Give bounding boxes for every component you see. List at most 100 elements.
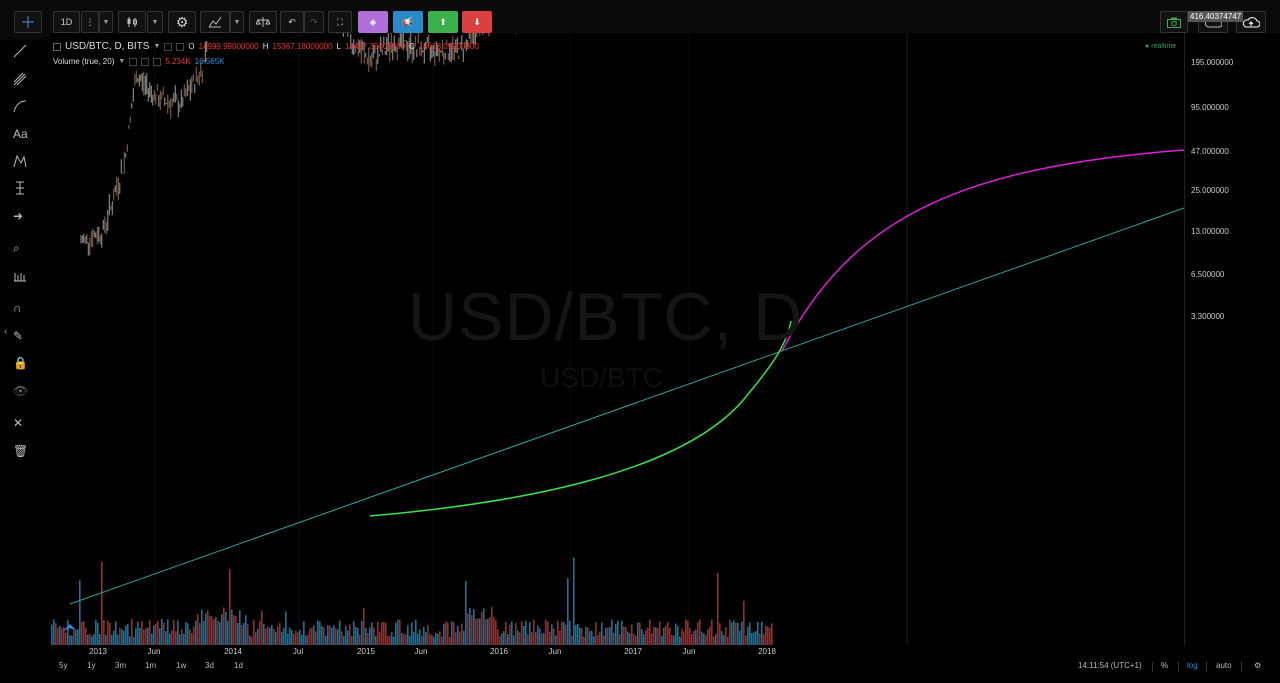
- volume-bar: [125, 625, 127, 645]
- compare-button[interactable]: [249, 11, 277, 33]
- volume-close-icon[interactable]: [153, 57, 162, 66]
- volume-eye-icon[interactable]: [129, 57, 138, 66]
- volume-bar: [765, 625, 767, 645]
- buy-button[interactable]: ⬆: [428, 11, 458, 33]
- interval-dropdown[interactable]: ▼: [99, 11, 113, 33]
- time-axis[interactable]: 2013 Jun 2014 Jul 2015 Jun 2016 Jun 2017 Jun 2018: [49, 645, 1184, 658]
- volume-bar: [603, 635, 605, 645]
- range-5y[interactable]: 5y: [59, 661, 68, 670]
- range-1w[interactable]: 1w: [176, 661, 187, 670]
- trend-line[interactable]: [69, 207, 1185, 605]
- chart-properties-icon[interactable]: ⚙: [1254, 661, 1262, 670]
- volume-bar: [403, 634, 405, 645]
- arrow-tool[interactable]: ➜: [13, 205, 41, 227]
- parabolic-curve-green[interactable]: [369, 320, 792, 517]
- cloud-save-button[interactable]: [1236, 11, 1266, 33]
- volume-bar: [589, 631, 591, 645]
- volume-bar: [687, 620, 689, 645]
- range-3m[interactable]: 3m: [115, 661, 127, 670]
- more-button[interactable]: ⋮: [81, 11, 99, 33]
- indicators-dropdown[interactable]: ▼: [230, 11, 244, 33]
- volume-bar: [609, 627, 611, 645]
- text-tool[interactable]: Aa: [13, 123, 41, 145]
- volume-bar: [329, 625, 331, 645]
- volume-title[interactable]: Volume (true, 20): [53, 57, 115, 66]
- brush-icon: [13, 100, 27, 113]
- remove-drawings-tool[interactable]: 🗑: [13, 440, 41, 462]
- interval-button[interactable]: 1D: [53, 11, 80, 33]
- lock-tool[interactable]: 🔒: [13, 352, 41, 374]
- ruler-icon: [14, 273, 26, 282]
- settings-button[interactable]: ⚙: [168, 11, 196, 33]
- widget-button[interactable]: ◈: [358, 11, 388, 33]
- range-1y[interactable]: 1y: [87, 661, 96, 670]
- symbol-watermark-sub: USD/BTC: [540, 362, 663, 393]
- range-3d[interactable]: 3d: [205, 661, 214, 670]
- volume-bar: [129, 636, 131, 645]
- percent-toggle[interactable]: %: [1161, 661, 1169, 670]
- clock[interactable]: 14:11:54 (UTC+1): [1078, 661, 1142, 670]
- log-toggle[interactable]: log: [1187, 661, 1198, 670]
- trend-line-tool[interactable]: [13, 40, 41, 62]
- volume-bar: [193, 626, 195, 645]
- brush-tool[interactable]: [13, 95, 41, 117]
- volume-bar: [71, 635, 73, 645]
- volume-bar: [701, 631, 703, 645]
- divider: [1152, 662, 1153, 672]
- volume-settings-icon[interactable]: [141, 57, 150, 66]
- volume-bar: [711, 619, 713, 645]
- zoom-tool[interactable]: ⌕: [13, 237, 41, 259]
- fullscreen-button[interactable]: ⛶: [328, 11, 352, 33]
- volume-bar: [365, 627, 367, 645]
- crosshair-tool-button[interactable]: [14, 11, 42, 33]
- object-tree-tool[interactable]: ✕: [13, 412, 41, 434]
- hide-drawings-tool[interactable]: 👁: [13, 380, 41, 402]
- magnet-tool[interactable]: ∩: [13, 297, 41, 319]
- time-tick-label: 2016: [490, 647, 508, 656]
- volume-bar: [533, 619, 535, 645]
- stay-drawing-tool[interactable]: ✎: [13, 325, 41, 347]
- legend-collapse-icon[interactable]: [53, 42, 61, 51]
- chart-style-button[interactable]: [118, 11, 146, 33]
- snapshot-button[interactable]: [1160, 11, 1188, 33]
- volume-bar: [223, 607, 225, 645]
- crosshair-price-tag: 416.40374747: [1188, 10, 1244, 22]
- volume-bar: [211, 616, 213, 645]
- measure-ruler-tool[interactable]: [13, 265, 41, 287]
- volume-bar: [595, 622, 597, 645]
- collapse-left-icon[interactable]: ‹: [4, 326, 8, 337]
- legend-eye-icon[interactable]: [164, 42, 173, 51]
- publish-idea-button[interactable]: 📢: [393, 11, 423, 33]
- range-1m[interactable]: 1m: [145, 661, 157, 670]
- volume-bar: [79, 580, 81, 645]
- volume-bar: [267, 626, 269, 645]
- sell-button[interactable]: ⬇: [462, 11, 492, 33]
- indicators-button[interactable]: [200, 11, 230, 33]
- volume-bar: [599, 631, 601, 645]
- volume-bar: [715, 634, 717, 645]
- chevron-down-icon[interactable]: ▼: [153, 43, 161, 50]
- pattern-tool[interactable]: [13, 150, 41, 172]
- volume-bar: [435, 632, 437, 645]
- legend-settings-icon[interactable]: [176, 42, 185, 51]
- redo-button[interactable]: ↷: [304, 11, 324, 33]
- undo-button[interactable]: ↶: [280, 11, 304, 33]
- measure-tool[interactable]: [13, 177, 41, 199]
- volume-bar: [503, 631, 505, 645]
- range-1d[interactable]: 1d: [234, 661, 243, 670]
- symbol-title[interactable]: USD/BTC, D, BITS: [65, 41, 150, 52]
- pitchfork-tool[interactable]: [13, 68, 41, 90]
- eye-icon: 👁: [13, 384, 29, 398]
- auto-toggle[interactable]: auto: [1216, 661, 1232, 670]
- volume-bar: [671, 634, 673, 645]
- chevron-down-icon[interactable]: ▼: [118, 58, 126, 65]
- growth-curve-magenta[interactable]: [781, 149, 1185, 352]
- volume-bar: [275, 631, 277, 645]
- volume-legend: Volume (true, 20) ▼ 5.234K 16.565K: [53, 57, 224, 66]
- chart-pane[interactable]: [49, 0, 1185, 645]
- divider: [1241, 662, 1242, 672]
- arrow-icon: ➜: [13, 209, 24, 223]
- volume-bar: [573, 557, 575, 645]
- price-axis[interactable]: 195.000000 95.000000 47.000000 25.000000 13.…: [1184, 10, 1280, 645]
- chart-style-dropdown[interactable]: ▼: [147, 11, 163, 33]
